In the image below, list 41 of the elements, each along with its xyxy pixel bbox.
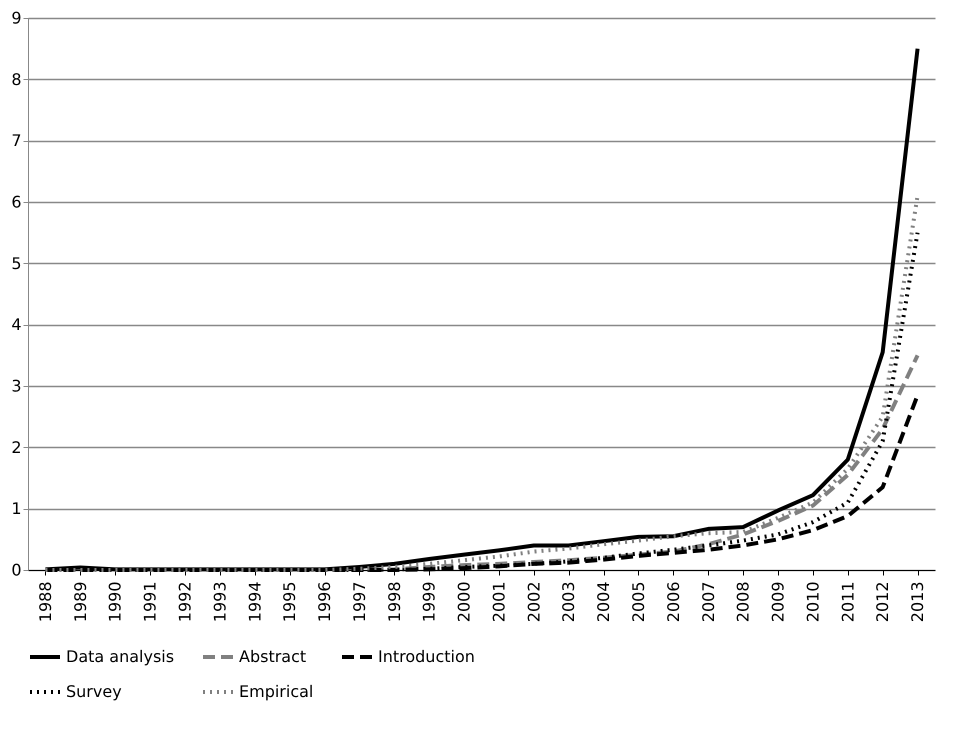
y-tick-label: 6 [11, 192, 22, 212]
x-tick-label: 1990 [106, 582, 125, 622]
x-tick-label: 1993 [210, 582, 230, 622]
x-tick-label: 1994 [245, 582, 264, 622]
legend-label: Introduction [378, 647, 475, 666]
y-tick-label: 8 [11, 70, 22, 89]
x-tick-label: 1988 [36, 582, 55, 622]
legend-label: Abstract [239, 647, 306, 666]
x-tick-label: 2011 [838, 582, 858, 622]
x-tick-label: 1995 [280, 582, 300, 622]
legend-label: Data analysis [66, 647, 174, 666]
x-tick-label: 2008 [734, 582, 753, 622]
y-tick-label: 7 [11, 131, 22, 150]
y-tick-label: 0 [11, 560, 22, 580]
x-tick-label: 1992 [175, 582, 194, 622]
y-tick-label: 1 [11, 499, 22, 518]
x-tick-label: 2005 [628, 582, 648, 622]
x-tick-label: 1989 [70, 582, 90, 622]
x-tick-label: 2004 [594, 582, 614, 622]
x-tick-label: 2006 [664, 582, 683, 622]
y-tick-label: 4 [11, 315, 22, 334]
x-tick-label: 1999 [420, 582, 439, 622]
x-tick-label: 2012 [873, 582, 892, 622]
x-tick-label: 1991 [140, 582, 160, 622]
legend-label: Survey [66, 682, 122, 701]
y-tick-label: 2 [11, 438, 22, 457]
x-tick-label: 2001 [489, 582, 508, 622]
x-tick-label: 2003 [559, 582, 578, 622]
y-tick-label: 5 [11, 254, 22, 273]
x-tick-label: 2007 [698, 582, 718, 622]
x-tick-label: 1996 [315, 582, 334, 622]
x-tick-label: 1997 [350, 582, 369, 622]
y-tick-label: 9 [11, 8, 22, 28]
x-tick-label: 2002 [524, 582, 544, 622]
x-tick-label: 2009 [768, 582, 788, 622]
x-tick-label: 1998 [384, 582, 404, 622]
x-tick-label: 2010 [803, 582, 822, 622]
y-tick-label: 3 [11, 376, 22, 396]
x-tick-label: 2013 [908, 582, 928, 622]
legend-label: Empirical [239, 682, 314, 701]
x-tick-label: 2000 [454, 582, 474, 622]
